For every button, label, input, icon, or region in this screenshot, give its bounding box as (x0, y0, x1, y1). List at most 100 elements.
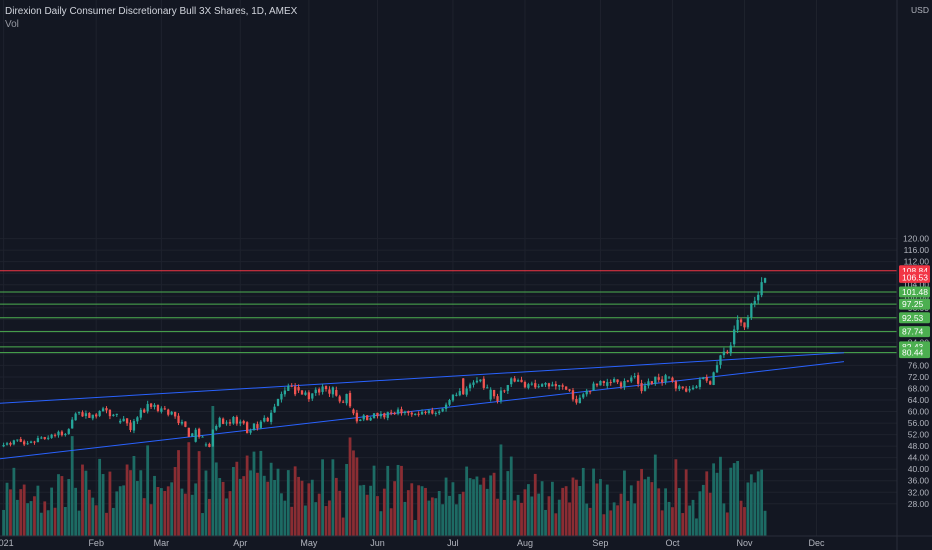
volume-bar (763, 510, 767, 536)
price-level-badge-text: 82.43 (902, 342, 924, 352)
candle-body (197, 428, 201, 437)
volume-bar (170, 482, 174, 536)
time-tick-label: Sep (592, 538, 608, 548)
candle-body (204, 444, 208, 446)
volume-bar (677, 488, 681, 536)
candle-body (705, 377, 708, 381)
price-tick-label: 72.00 (908, 372, 930, 382)
volume-bar (256, 472, 259, 536)
time-axis[interactable]: 2021 Feb Mar Apr May Jun Jul Aug Sep Oct Nov Dec (0, 538, 825, 548)
candle-body (468, 384, 472, 389)
volume-bar (605, 484, 609, 536)
volume-bar (142, 498, 146, 536)
candle-body (630, 377, 633, 382)
candle-body (191, 433, 194, 437)
candle-body (352, 409, 355, 414)
volume-bar (173, 467, 177, 536)
candle-body (695, 386, 698, 388)
volume-bar (629, 485, 633, 536)
volume-bar (19, 489, 23, 536)
volume-bar (575, 479, 578, 536)
volume-bar (674, 459, 678, 536)
volume-bar (540, 481, 544, 536)
candle-body (458, 391, 461, 396)
volume-bar (465, 466, 469, 536)
volume-indicator-label[interactable]: Vol (5, 19, 19, 30)
volume-bar (427, 500, 431, 536)
candle-body (712, 372, 715, 385)
candle-body (664, 375, 667, 382)
candle-body (510, 378, 513, 385)
candle-body (369, 417, 372, 421)
candle-body (688, 389, 691, 391)
candle-body (386, 412, 389, 418)
volume-bar (362, 484, 366, 536)
candle-body (602, 381, 605, 384)
volume-bar (365, 494, 369, 536)
volume-bar (228, 491, 232, 536)
candle-body (462, 378, 465, 395)
candle-body (338, 396, 341, 402)
volume-bar (554, 513, 558, 536)
volume-bar (352, 450, 355, 536)
currency-label: USD (911, 5, 929, 15)
volume-bar (60, 476, 64, 536)
candle-body (544, 383, 547, 385)
volume-bar (84, 470, 88, 536)
volume-bar (691, 499, 695, 536)
candle-body (29, 441, 33, 443)
volume-bar (581, 467, 585, 536)
candle-body (345, 393, 348, 404)
volume-bar (633, 503, 637, 536)
volume-bar (496, 498, 499, 536)
price-level-badge (899, 286, 930, 298)
symbol-title[interactable]: Direxion Daily Consumer Discretionary Bu… (5, 6, 298, 17)
volume-bar (441, 504, 445, 536)
volume-bar (472, 479, 475, 536)
candle-body (321, 386, 324, 392)
volume-bar (290, 506, 294, 536)
candle-body (709, 381, 712, 385)
candle-body (88, 412, 91, 418)
volume-bar (57, 474, 60, 536)
candle-body (201, 436, 204, 438)
candle-body (311, 393, 314, 399)
price-level-badge (899, 312, 930, 324)
volume-bar (434, 498, 438, 536)
volume-bar (2, 509, 5, 536)
volume-bar (430, 497, 434, 536)
candle-body (482, 378, 485, 388)
candle-body (753, 300, 756, 305)
candle-body (47, 437, 50, 439)
candle-body (564, 386, 568, 390)
candle-body (654, 376, 657, 384)
candle-body (551, 384, 554, 387)
candle-body (269, 412, 273, 422)
candle-body (379, 413, 383, 417)
candle-body (643, 385, 647, 391)
volume-bar (520, 502, 523, 536)
volume-bar (688, 505, 691, 536)
volume-bar (201, 513, 204, 536)
volume-bar (177, 450, 180, 536)
volume-bar (612, 502, 616, 536)
candle-body (640, 383, 643, 392)
candle-body (527, 384, 530, 388)
candle-body (520, 379, 523, 383)
candle-body (119, 420, 122, 423)
candle-body (71, 419, 74, 429)
candle-body (451, 394, 455, 401)
volume-bar (636, 480, 640, 536)
time-tick-label: Apr (233, 538, 247, 548)
candle-body (122, 418, 125, 422)
candle-body (12, 440, 16, 445)
volume-bar (46, 510, 50, 536)
volume-bar (564, 486, 568, 536)
candle-body (674, 381, 678, 389)
candle-body (650, 381, 654, 384)
volume-bar (719, 456, 722, 536)
trendline[interactable] (0, 352, 844, 404)
volume-bar (623, 470, 626, 536)
